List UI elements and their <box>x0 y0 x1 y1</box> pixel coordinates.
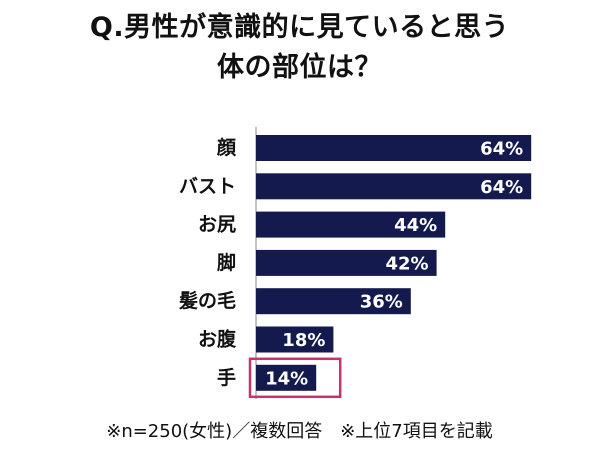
bar-value-label: 14% <box>265 368 308 389</box>
highlight-box <box>248 357 342 399</box>
bar <box>256 326 334 353</box>
bar <box>256 173 532 200</box>
bar-value-label: 36% <box>360 292 403 313</box>
category-label: 手 <box>217 366 236 389</box>
category-label: 髪の毛 <box>178 290 236 312</box>
bar-chart: 顔 64% バスト 64% お尻 44% 脚 42% 髪の毛 36% お腹 18% 手 14% <box>178 126 532 399</box>
bar-value-label: 18% <box>282 330 325 351</box>
bar <box>256 249 437 276</box>
bar <box>256 288 411 315</box>
chart-title: Q.男性が意識的に見ていると思う 体の部位は？ <box>0 8 599 88</box>
category-label: 顔 <box>216 136 237 159</box>
category-label: 脚 <box>217 252 236 274</box>
chart-title-line-1: Q.男性が意識的に見ていると思う <box>89 12 510 43</box>
bar-value-label: 44% <box>394 215 437 236</box>
bar-value-label: 64% <box>480 139 523 160</box>
bar <box>256 211 446 238</box>
category-label: お腹 <box>198 328 237 351</box>
footnote: ※n=250(女性)／複数回答 ※上位7項目を記載 <box>106 421 493 442</box>
bar-value-label: 42% <box>386 253 429 274</box>
bar <box>256 135 532 161</box>
bar <box>256 364 317 391</box>
category-label: バスト <box>179 175 236 197</box>
category-label: お尻 <box>198 214 236 236</box>
bar-value-label: 64% <box>480 177 523 198</box>
chart-title-line-2: 体の部位は？ <box>217 52 382 83</box>
